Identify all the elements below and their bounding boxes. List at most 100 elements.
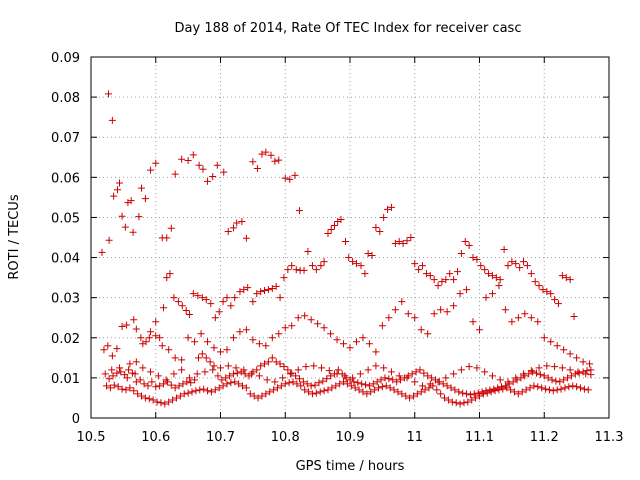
- x-tick-label: 10.7: [206, 430, 235, 445]
- data-point: [257, 288, 265, 296]
- data-point: [557, 385, 565, 393]
- data-point: [542, 385, 550, 393]
- data-point: [387, 368, 395, 376]
- data-point: [110, 192, 118, 200]
- data-point: [434, 282, 442, 290]
- data-point: [430, 276, 438, 284]
- y-tick-labels: 0 0.01 0.02 0.03 0.04 0.05 0.06 0.07 0.08 0.09: [51, 51, 80, 427]
- data-point: [207, 300, 215, 308]
- data-point: [496, 376, 504, 384]
- data-point: [468, 396, 476, 404]
- data-point: [381, 374, 389, 382]
- data-point: [527, 270, 535, 278]
- data-point: [580, 385, 588, 393]
- data-point: [140, 380, 148, 388]
- data-point: [476, 326, 483, 334]
- data-point: [361, 270, 369, 278]
- data-point: [545, 386, 553, 394]
- data-point: [352, 260, 360, 268]
- data-point: [109, 372, 117, 380]
- data-point: [411, 260, 419, 268]
- data-point: [158, 342, 166, 350]
- data-point: [450, 302, 458, 310]
- x-tick-label: 11.1: [465, 430, 494, 445]
- data-point: [145, 395, 153, 403]
- data-point: [162, 376, 170, 384]
- data-point: [464, 398, 472, 406]
- data-point: [261, 286, 269, 294]
- y-tick-label: 0.03: [51, 292, 80, 307]
- data-point: [136, 376, 144, 384]
- data-point: [534, 318, 542, 326]
- data-point: [385, 375, 393, 383]
- data-point: [332, 382, 340, 390]
- data-point: [126, 384, 134, 392]
- data-point: [380, 364, 388, 372]
- data-point: [184, 156, 192, 164]
- data-point: [372, 348, 380, 356]
- data-point: [481, 266, 489, 274]
- data-point: [149, 396, 157, 404]
- data-point: [395, 238, 403, 246]
- data-point: [450, 276, 458, 284]
- data-point: [294, 314, 302, 322]
- data-point: [126, 360, 134, 368]
- data-point: [130, 316, 138, 324]
- data-point: [232, 364, 240, 372]
- data-point: [398, 298, 406, 306]
- data-point: [153, 398, 161, 406]
- data-point: [123, 321, 131, 329]
- data-point: [473, 256, 481, 264]
- data-point: [301, 386, 309, 394]
- data-point: [268, 354, 276, 362]
- data-point: [447, 384, 455, 392]
- data-point: [130, 387, 138, 395]
- data-point: [101, 370, 109, 378]
- data-point: [138, 184, 146, 192]
- data-point: [488, 372, 496, 380]
- data-point: [276, 294, 284, 302]
- data-point: [219, 382, 227, 390]
- data-point: [145, 334, 153, 342]
- data-point: [210, 344, 218, 352]
- data-point: [367, 388, 375, 396]
- data-point: [281, 380, 289, 388]
- data-point: [199, 165, 207, 173]
- data-point: [380, 213, 388, 221]
- data-point: [459, 389, 467, 397]
- data-point: [382, 382, 390, 390]
- data-point: [327, 372, 335, 380]
- data-point: [438, 278, 446, 286]
- data-point: [472, 394, 480, 402]
- data-point: [583, 367, 591, 375]
- data-point: [553, 386, 561, 394]
- data-point: [488, 290, 496, 298]
- data-point: [233, 219, 241, 227]
- data-point: [457, 250, 465, 258]
- data-point: [238, 217, 246, 225]
- data-point: [262, 342, 270, 350]
- data-point: [312, 266, 320, 274]
- data-point: [320, 258, 328, 266]
- data-point: [356, 370, 364, 378]
- data-point: [518, 388, 526, 396]
- data-point: [191, 338, 199, 346]
- data-point: [233, 369, 241, 377]
- data-point: [504, 378, 512, 386]
- data-point: [387, 203, 395, 211]
- data-point: [106, 384, 114, 392]
- data-point: [552, 377, 560, 385]
- data-point: [279, 374, 287, 382]
- data-point: [223, 380, 231, 388]
- data-point: [308, 390, 316, 398]
- data-point: [491, 387, 499, 395]
- data-point: [227, 379, 235, 387]
- data-point: [258, 150, 266, 158]
- data-point: [534, 383, 542, 391]
- data-point: [451, 386, 459, 394]
- data-point: [178, 302, 186, 310]
- data-point: [292, 372, 300, 380]
- data-point: [235, 380, 243, 388]
- data-point: [516, 264, 524, 272]
- data-point: [147, 328, 155, 336]
